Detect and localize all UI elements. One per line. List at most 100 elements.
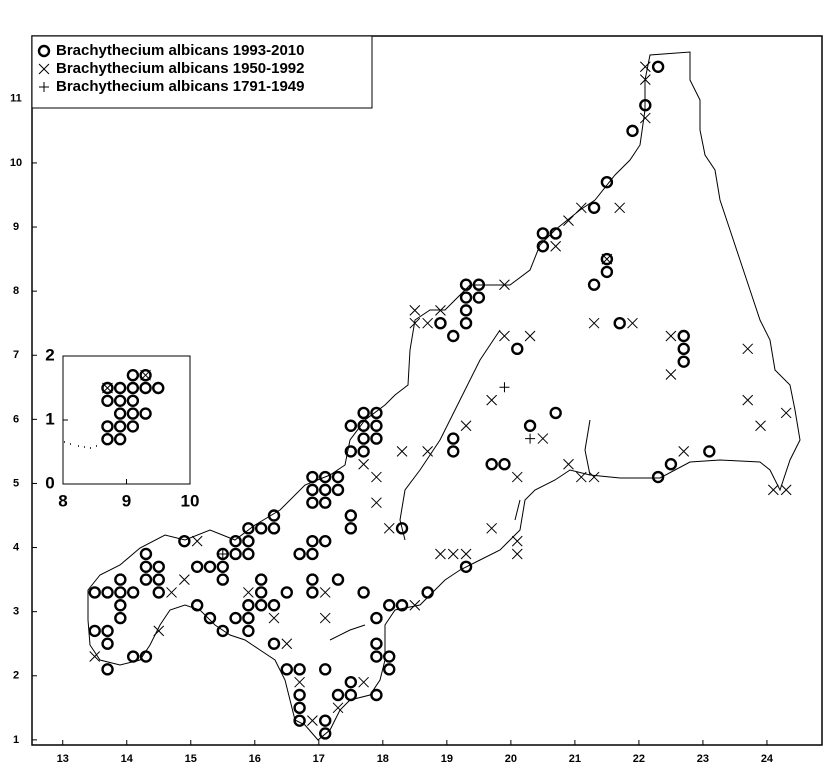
data-point [114,586,127,599]
data-point [613,316,626,330]
data-point [371,497,382,509]
data-point [306,547,319,561]
inset-islets [64,441,97,449]
data-point [306,470,319,484]
data-point [755,420,766,432]
data-point [588,471,600,483]
data-point [306,483,319,497]
data-point [435,548,446,560]
y-tick-label: 6 [13,413,19,425]
data-point [344,445,358,458]
data-point [153,625,165,637]
data-point [216,624,229,638]
data-point [319,727,332,740]
data-point [472,278,486,291]
data-point [102,382,113,394]
data-point [742,394,754,406]
data-point [254,522,268,535]
data-point [460,420,472,432]
data-point [780,484,792,496]
data-point [293,688,306,702]
data-point [190,599,204,612]
data-point [767,484,779,496]
data-point [627,317,638,329]
x-tick-label: 18 [377,753,389,765]
data-point [459,560,473,573]
data-point [254,599,268,612]
data-point [229,547,242,561]
data-point [677,342,690,356]
y-tick-label: 1 [45,409,54,428]
data-point [563,458,574,470]
data-point [370,419,383,432]
data-point [383,599,396,612]
data-point [243,587,254,598]
data-point [319,663,332,676]
data-point [421,586,434,599]
data-point [639,99,652,112]
data-point [626,124,639,138]
data-point [306,573,319,586]
data-point [485,458,498,471]
data-point [280,586,293,599]
data-point [383,650,396,663]
data-point [435,305,446,316]
data-point [370,611,383,625]
data-point [511,535,523,547]
y-tick-label: 2 [45,345,54,364]
data-point [331,483,345,497]
data-point [409,305,421,316]
data-point [447,548,459,560]
y-tick-label: 5 [13,477,19,489]
data-point [242,547,255,561]
data-point [536,240,550,253]
data-point [306,496,319,509]
data-point [88,586,101,599]
data-point [331,470,345,484]
data-point [331,573,345,586]
data-point [126,369,140,382]
x-tick-label: 20 [505,753,517,765]
data-point [267,509,281,522]
x-tick-label: 10 [181,491,200,510]
y-tick-label: 1 [13,734,19,746]
data-point [229,611,242,625]
data-point [267,522,281,535]
data-point [179,574,190,585]
data-point [254,573,268,586]
data-point [242,522,255,535]
data-point [242,611,255,625]
data-point [319,470,332,484]
data-point [242,534,255,548]
data-point [114,573,127,586]
data-point [242,624,255,638]
data-point [409,317,421,329]
data-point [113,407,127,420]
data-point [422,446,433,457]
data-point [447,432,460,445]
y-tick-label: 3 [13,606,19,618]
x-tick-label: 19 [441,753,453,765]
data-point [383,663,396,676]
data-point [332,702,344,714]
data-point [664,458,678,471]
data-point [395,522,409,535]
data-point [191,535,203,547]
data-point [217,548,228,559]
data-point [152,381,165,395]
data-point [601,253,613,265]
data-point [319,714,332,727]
data-point [331,688,345,702]
data-point [114,611,127,625]
data-point [344,509,358,522]
data-point [780,407,792,419]
data-point [396,446,408,457]
data-point [537,433,549,444]
legend-label: Brachythecium albicans 1791-1949 [56,78,304,95]
data-point [459,316,473,330]
data-point [139,369,152,382]
legend-marker [37,44,51,58]
data-point [459,278,473,291]
data-point [742,343,754,355]
data-point [370,432,383,445]
